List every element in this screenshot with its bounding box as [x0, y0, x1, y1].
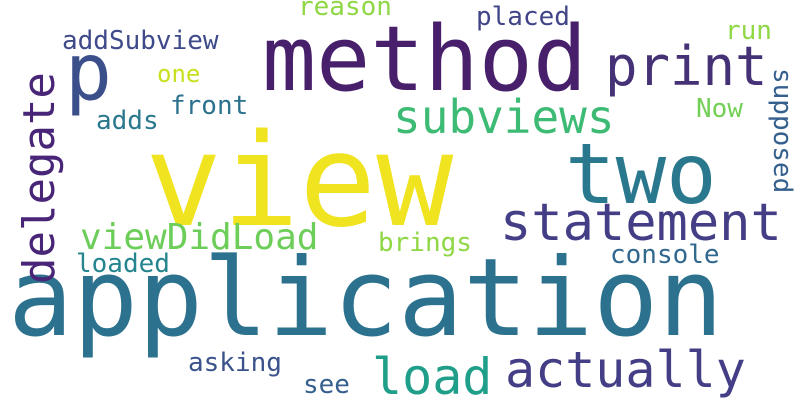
word-statement: statement [500, 193, 782, 253]
word-load: load [372, 348, 493, 400]
word-run: run [725, 16, 772, 46]
word-Now: Now [696, 94, 743, 124]
word-reason: reason [298, 0, 392, 22]
word-application: application [8, 236, 724, 361]
word-delegate: delegate [14, 72, 65, 284]
word-asking: asking [188, 348, 282, 378]
word-supposed: supposed [767, 68, 797, 194]
word-console: console [610, 240, 720, 270]
word-loaded: loaded [76, 249, 170, 279]
word-actually: actually [505, 341, 746, 399]
word-viewDidLoad: viewDidLoad [80, 217, 319, 258]
word-placed: placed [476, 2, 570, 32]
word-p: p [65, 28, 112, 118]
word-brings: brings [378, 228, 472, 258]
word-print: print [605, 35, 768, 98]
word-addSubview: addSubview [62, 26, 219, 56]
word-view: view [145, 107, 454, 256]
word-one: one [157, 60, 201, 88]
word-method: method [262, 7, 588, 112]
word-front: front [170, 91, 249, 121]
word-adds: adds [96, 106, 159, 136]
word-see: see [303, 370, 350, 400]
word-two: two [565, 125, 717, 223]
word-subviews: subviews [393, 90, 615, 144]
